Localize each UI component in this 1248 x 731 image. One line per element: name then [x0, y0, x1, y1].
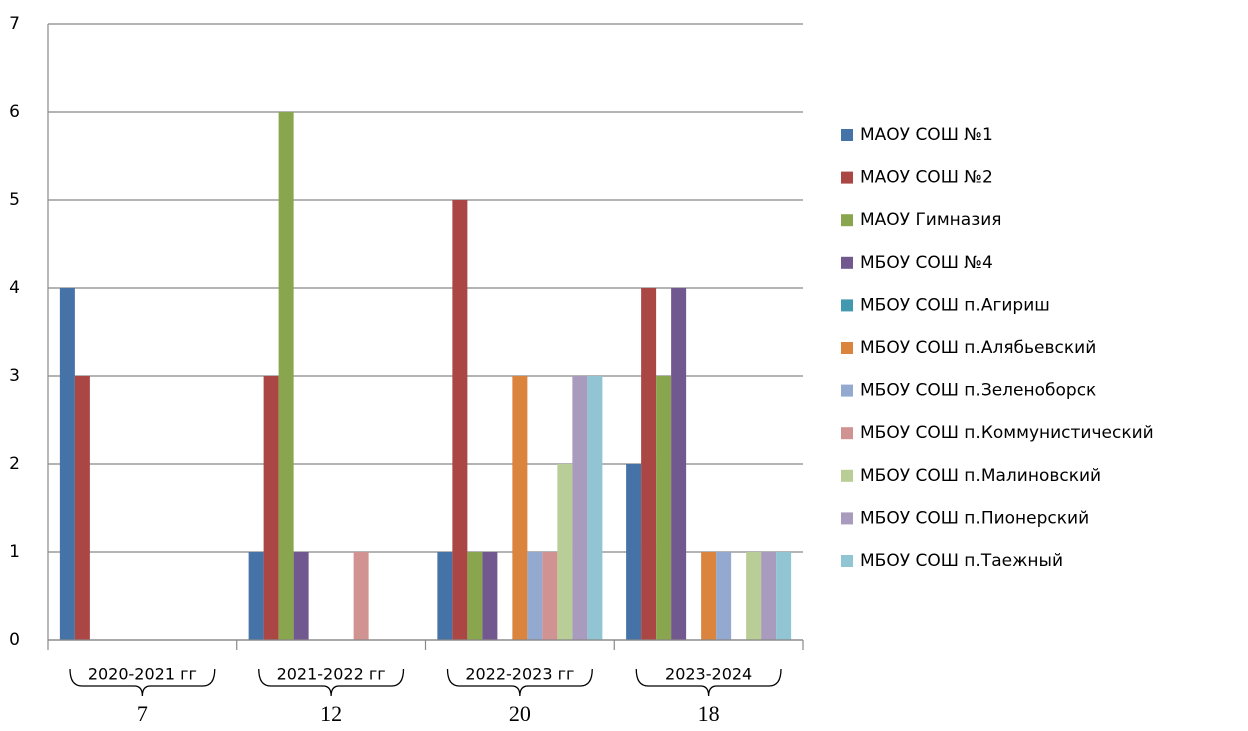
legend-label: МБОУ СОШ п.Малиновский — [860, 466, 1101, 486]
group-total: 7 — [137, 701, 148, 726]
legend-label: МБОУ СОШ п.Коммунистический — [860, 423, 1154, 443]
bar — [671, 288, 687, 640]
y-tick-label: 4 — [9, 278, 20, 298]
legend-label: МБОУ СОШ п.Таежный — [860, 551, 1063, 571]
y-tick-label: 7 — [9, 14, 20, 34]
legend-label: МБОУ СОШ п.Алябьевский — [860, 338, 1096, 358]
bar — [587, 376, 603, 640]
group-total: 12 — [320, 701, 342, 726]
legend-swatch — [841, 427, 853, 440]
bar — [716, 552, 732, 640]
bar — [452, 200, 468, 640]
legend-swatch — [841, 384, 853, 397]
y-tick-label: 2 — [9, 454, 20, 474]
legend-label: МБОУ СОШ п.Пионерский — [860, 508, 1089, 528]
legend-label: МАОУ Гимназия — [860, 210, 1002, 230]
bar — [59, 288, 75, 640]
legend-swatch — [841, 555, 853, 567]
y-tick-label: 0 — [9, 630, 20, 650]
brace — [258, 668, 405, 697]
bar — [278, 112, 294, 640]
brace — [446, 668, 593, 697]
legend-swatch — [841, 171, 853, 184]
y-tick-label: 1 — [9, 542, 20, 562]
legend-swatch — [841, 469, 853, 482]
legend-label: МБОУ СОШ п.Агириш — [860, 295, 1050, 315]
bar — [527, 552, 543, 640]
y-tick-label: 5 — [9, 190, 20, 210]
x-tick-label: 2021-2022 гг — [277, 665, 386, 684]
legend-swatch — [841, 256, 853, 269]
legend-label: МБОУ СОШ №4 — [860, 253, 993, 273]
legend-swatch — [841, 342, 853, 354]
bar — [437, 552, 453, 640]
y-tick-label: 3 — [9, 366, 20, 386]
legend-swatch — [841, 299, 853, 312]
legend-label: МАОУ СОШ №2 — [860, 168, 993, 188]
legend-swatch — [841, 214, 853, 227]
bar — [542, 552, 558, 640]
bar — [557, 464, 573, 640]
x-tick-label: 2023-2024 — [665, 665, 752, 684]
bar — [263, 376, 279, 640]
bar — [293, 552, 309, 640]
brace — [69, 668, 216, 697]
bar — [641, 288, 657, 640]
x-tick-label: 2020-2021 гг — [88, 665, 197, 684]
legend-swatch — [841, 512, 853, 525]
legend-swatch — [841, 129, 853, 141]
legend-label: МБОУ СОШ п.Зеленоборск — [860, 381, 1096, 401]
bar — [572, 376, 588, 640]
bar — [467, 552, 483, 640]
bar — [656, 376, 672, 640]
brace — [635, 668, 782, 697]
bar — [353, 552, 369, 640]
legend-label: МАОУ СОШ №1 — [860, 125, 993, 145]
bar — [74, 376, 90, 640]
bar — [512, 376, 528, 640]
bar — [746, 552, 762, 640]
bar — [248, 552, 264, 640]
y-tick-label: 6 — [9, 102, 20, 122]
bar — [482, 552, 498, 640]
x-tick-label: 2022-2023 гг — [465, 665, 574, 684]
bar — [701, 552, 717, 640]
bar — [761, 552, 777, 640]
bar — [776, 552, 792, 640]
bar — [626, 464, 642, 640]
group-total: 20 — [509, 701, 531, 726]
group-total: 18 — [698, 701, 720, 726]
